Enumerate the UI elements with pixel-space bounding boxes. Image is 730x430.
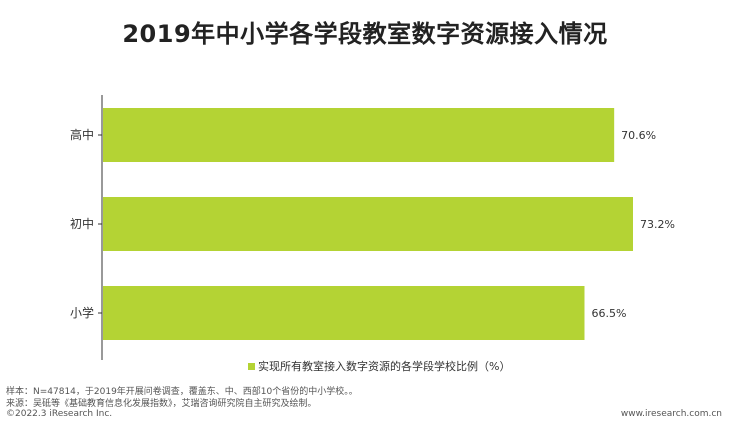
bars-layer: 高中 70.6% 初中 73.2% 小学 66.5% <box>70 108 675 340</box>
bar-1 <box>103 197 633 251</box>
category-label-1: 初中 <box>70 216 94 231</box>
website-link[interactable]: www.iresearch.com.cn <box>620 409 722 419</box>
value-label-0: 70.6% <box>621 129 656 142</box>
chart-title: 2019年中小学各学段教室数字资源接入情况 <box>122 20 608 48</box>
source-note: 来源：吴砥等《基础教育信息化发展指数》，艾瑞咨询研究院自主研究及绘制。 <box>6 399 317 409</box>
category-label-0: 高中 <box>70 127 94 142</box>
value-label-1: 73.2% <box>640 218 675 231</box>
category-label-2: 小学 <box>70 305 94 320</box>
legend-label: 实现所有教室接入数字资源的各学段学校比例（%） <box>258 359 510 373</box>
value-label-2: 66.5% <box>591 307 626 320</box>
copyright: ©2022.3 iResearch Inc. <box>6 409 113 419</box>
bar-0 <box>103 108 615 162</box>
sample-note: 样本：N=47814，于2019年开展问卷调查，覆盖东、中、西部10个省份的中小… <box>6 387 358 397</box>
bar-2 <box>103 286 585 340</box>
legend: 实现所有教室接入数字资源的各学段学校比例（%） <box>248 359 510 373</box>
legend-swatch <box>248 363 255 370</box>
